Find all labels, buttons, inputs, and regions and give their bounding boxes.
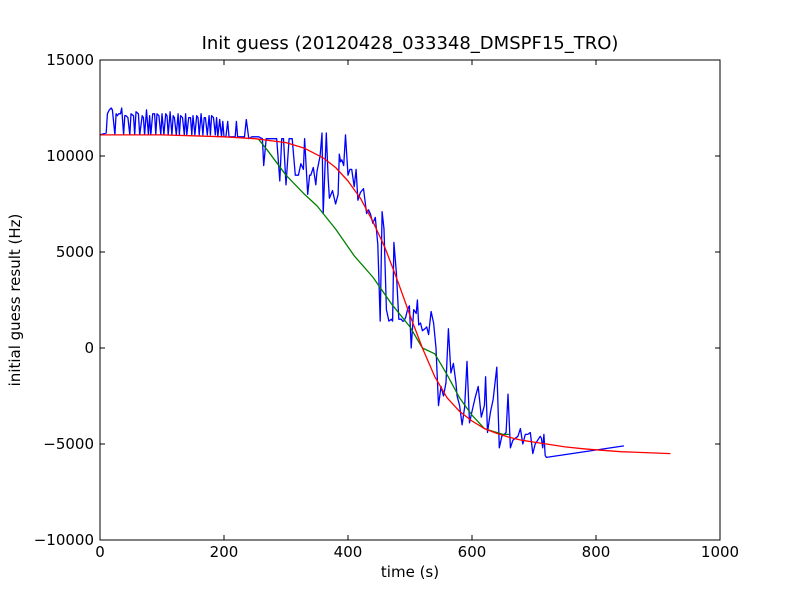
plot-frame (99, 59, 721, 541)
y-axis-label: initial guess result (Hz) (6, 214, 24, 387)
x-tick-label: 600 (458, 543, 487, 561)
y-tick-label: −5000 (43, 435, 94, 453)
series-line-2 (257, 138, 510, 436)
y-tick-label: 10000 (46, 147, 94, 165)
y-tick-label: −10000 (34, 531, 94, 549)
x-tick-label: 400 (334, 543, 363, 561)
x-tick-label: 1000 (701, 543, 739, 561)
x-tick-label: 800 (582, 543, 611, 561)
series-layer (99, 107, 671, 459)
series-line-1 (99, 107, 624, 459)
ticks-layer: 0 200 400 600 800 1000 −10000 −5000 0 5000 10000 15… (34, 51, 739, 561)
x-axis-label: time (s) (381, 563, 439, 581)
y-tick-label: 5000 (56, 243, 94, 261)
series-line-3 (100, 134, 671, 455)
x-tick-label: 200 (210, 543, 239, 561)
x-tick-label: 0 (95, 543, 105, 561)
chart-title: Init guess (20120428_033348_DMSPF15_TRO) (202, 33, 619, 54)
y-tick-label: 15000 (46, 51, 94, 69)
y-tick-label: 0 (84, 339, 94, 357)
